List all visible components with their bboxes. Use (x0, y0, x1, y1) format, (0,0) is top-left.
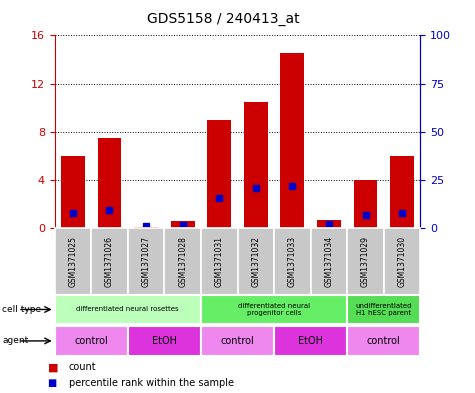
Bar (201, 228, 238, 295)
Bar (97, 138, 122, 228)
Text: ■: ■ (48, 362, 58, 373)
Text: GSM1371026: GSM1371026 (105, 236, 114, 287)
Bar (347, 326, 420, 356)
Bar (91, 228, 128, 295)
Bar (201, 326, 274, 356)
Bar (61, 156, 85, 228)
Text: GDS5158 / 240413_at: GDS5158 / 240413_at (147, 12, 300, 26)
Text: GSM1371028: GSM1371028 (178, 236, 187, 287)
Bar (164, 228, 201, 295)
Text: percentile rank within the sample: percentile rank within the sample (69, 378, 234, 388)
Bar (134, 227, 158, 228)
Text: GSM1371025: GSM1371025 (68, 236, 77, 287)
Text: differentiated neural rosettes: differentiated neural rosettes (76, 307, 179, 312)
Text: EtOH: EtOH (298, 336, 323, 346)
Bar (201, 295, 347, 324)
Text: GSM1371027: GSM1371027 (142, 236, 151, 287)
Text: differentiated neural
progenitor cells: differentiated neural progenitor cells (238, 303, 310, 316)
Text: EtOH: EtOH (152, 336, 177, 346)
Text: GSM1371031: GSM1371031 (215, 236, 224, 287)
Bar (128, 228, 164, 295)
Text: control: control (367, 336, 401, 346)
Bar (55, 326, 128, 356)
Bar (274, 326, 347, 356)
Text: cell type: cell type (2, 305, 41, 314)
Bar (238, 228, 274, 295)
Text: GSM1371032: GSM1371032 (251, 236, 260, 287)
Bar (347, 228, 384, 295)
Text: GSM1371034: GSM1371034 (324, 236, 333, 287)
Bar (128, 326, 201, 356)
Bar (55, 228, 91, 295)
Bar (347, 295, 420, 324)
Text: GSM1371030: GSM1371030 (398, 236, 407, 287)
Bar (55, 295, 201, 324)
Bar (244, 101, 268, 228)
Bar (353, 180, 378, 228)
Text: agent: agent (2, 336, 28, 345)
Bar (171, 221, 195, 228)
Text: GSM1371029: GSM1371029 (361, 236, 370, 287)
Bar (317, 220, 341, 228)
Text: control: control (220, 336, 255, 346)
Bar (280, 53, 304, 228)
Text: control: control (74, 336, 108, 346)
Text: GSM1371033: GSM1371033 (288, 236, 297, 287)
Text: ■: ■ (48, 378, 57, 388)
Bar (207, 119, 231, 228)
Bar (390, 156, 414, 228)
Bar (384, 228, 420, 295)
Bar (311, 228, 347, 295)
Bar (274, 228, 311, 295)
Text: count: count (69, 362, 96, 373)
Text: undifferentiated
H1 hESC parent: undifferentiated H1 hESC parent (356, 303, 412, 316)
